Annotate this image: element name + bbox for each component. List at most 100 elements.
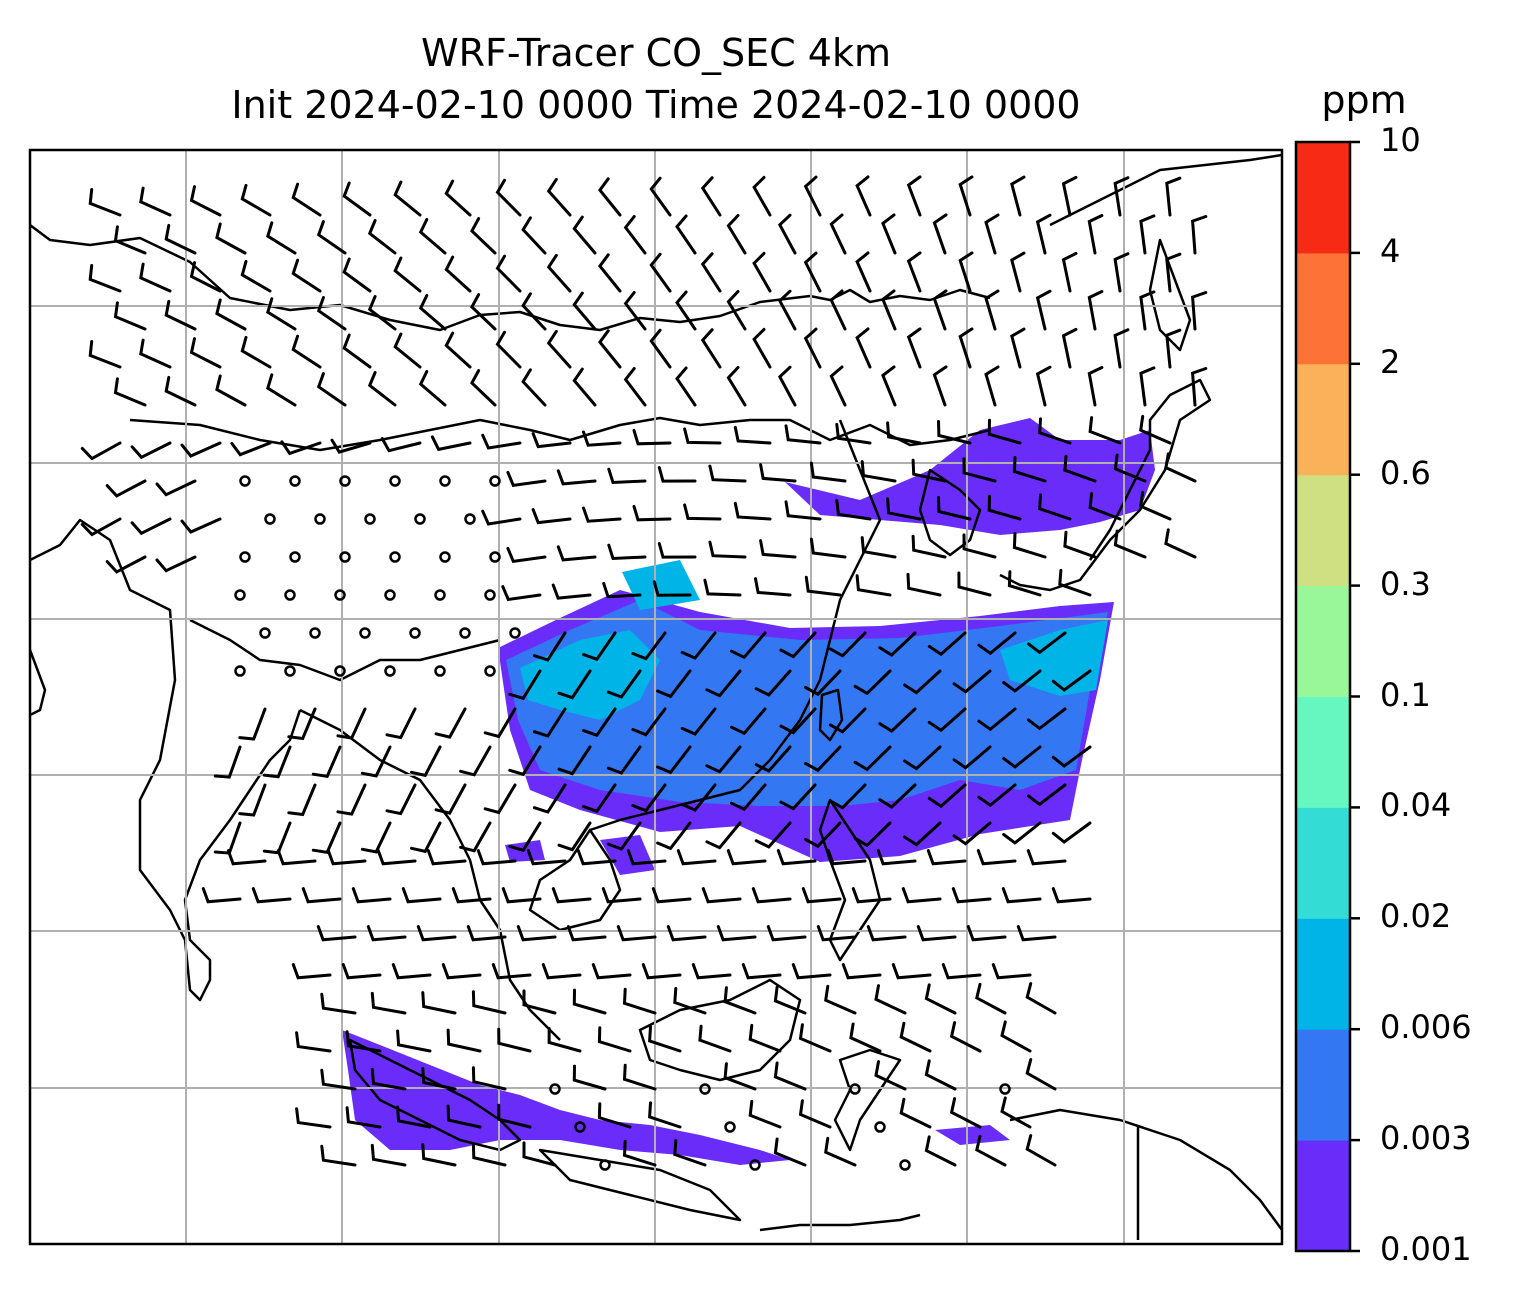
wind-barb — [582, 506, 622, 523]
wind-barb — [551, 583, 592, 600]
wind-barb — [977, 783, 1017, 808]
wind-barb — [616, 925, 657, 942]
wind-barb — [673, 987, 707, 1015]
wind-barb — [1035, 289, 1052, 331]
wind-barb — [1088, 492, 1122, 521]
tracer-band-main-inner — [520, 630, 660, 720]
wind-barb — [521, 292, 547, 331]
wind-barb — [80, 441, 122, 461]
wind-barb — [291, 258, 322, 293]
colorbar-bin — [1296, 1029, 1350, 1141]
wind-barb — [276, 849, 317, 866]
wind-barb — [779, 707, 817, 735]
wind-barb — [924, 1059, 957, 1091]
wind-barb — [878, 631, 917, 657]
wind-barbs — [80, 175, 1208, 1171]
wind-barb — [726, 849, 767, 866]
wind-barb — [984, 365, 1000, 407]
wind-barb — [385, 707, 417, 740]
wind-barb — [336, 783, 367, 816]
wind-barb — [991, 963, 1032, 980]
border-china-central — [129, 416, 991, 452]
wind-barb — [238, 783, 267, 817]
colorbar-bin — [1296, 142, 1350, 254]
wind-barb — [987, 418, 1022, 445]
border-se-asia — [299, 708, 561, 1041]
wind-barb — [1165, 328, 1182, 369]
wind-barb — [367, 219, 397, 255]
wind-barb — [88, 188, 122, 217]
wind-barb — [700, 176, 722, 217]
wind-barb — [311, 745, 342, 778]
wind-barb — [380, 437, 422, 453]
calm-wind-marker — [384, 665, 396, 677]
wind-barb — [215, 374, 247, 407]
wind-barb — [240, 335, 272, 369]
wind-barb — [881, 365, 897, 407]
wind-barb — [238, 707, 267, 741]
wind-barb — [1164, 452, 1197, 483]
wind-barb — [673, 1139, 707, 1167]
wind-barb — [927, 631, 967, 657]
wind-barb — [932, 213, 948, 255]
wind-barb — [287, 783, 317, 817]
wind-barb — [532, 631, 567, 662]
wind-barb — [421, 1067, 457, 1091]
colorbar-tick-label: 0.1 — [1380, 675, 1431, 714]
wind-barb — [622, 1139, 657, 1167]
wind-barb — [701, 887, 742, 904]
wind-barb — [779, 783, 817, 811]
calm-wind-marker — [364, 513, 376, 525]
wind-barb — [903, 745, 942, 771]
wind-barb — [903, 821, 942, 847]
calm-wind-marker — [999, 1083, 1011, 1095]
wind-barb — [139, 338, 172, 369]
wind-barb — [649, 252, 672, 293]
wind-barb — [809, 461, 847, 483]
wind-barb — [164, 375, 197, 407]
colorbar-bin — [1296, 363, 1350, 476]
calm-wind-marker — [409, 627, 421, 639]
wind-barb — [733, 501, 772, 521]
wind-barb — [680, 783, 717, 812]
wind-barb — [88, 340, 122, 369]
wind-barb — [444, 179, 472, 217]
wind-barb — [791, 963, 832, 980]
colorbar-tick-label: 0.003 — [1380, 1119, 1472, 1158]
wind-barb — [508, 669, 542, 701]
wind-barb — [295, 1107, 332, 1129]
wind-barb — [656, 745, 692, 775]
tracer-plume-japan — [785, 418, 1155, 535]
wind-barb — [911, 534, 947, 559]
wind-barb — [266, 373, 297, 407]
wind-barb — [958, 175, 974, 217]
wind-barb — [497, 1103, 532, 1129]
calm-wind-marker — [384, 589, 396, 601]
wind-barb — [1010, 251, 1026, 293]
wind-barb — [370, 1067, 407, 1091]
coastline-sulawesi — [833, 1048, 902, 1152]
wind-barb — [829, 213, 847, 255]
wind-barb — [139, 262, 172, 293]
map-title-line-1: WRF-Tracer CO_SEC 4km — [421, 31, 891, 75]
wind-barb — [320, 992, 357, 1015]
wind-barb — [1165, 176, 1182, 217]
wind-barb — [855, 175, 872, 217]
wind-barb — [804, 745, 842, 773]
wind-barb — [773, 1061, 807, 1091]
wind-barb — [598, 329, 622, 369]
wind-barb — [495, 254, 522, 293]
wind-barb — [1088, 416, 1122, 445]
coastline-korea — [918, 468, 982, 557]
wind-barb — [1027, 707, 1067, 731]
wind-barb — [572, 1064, 607, 1091]
wind-barb — [984, 289, 1000, 331]
map-title-line-2: Init 2024-02-10 0000 Time 2024-02-10 000… — [231, 83, 1081, 127]
gridlines — [30, 150, 1282, 1244]
wind-barb — [597, 1102, 632, 1129]
wind-barb — [451, 887, 492, 904]
wind-barb — [531, 508, 572, 525]
wind-barb — [105, 555, 147, 574]
coastline-india — [30, 518, 302, 1002]
wind-barb — [776, 849, 817, 866]
